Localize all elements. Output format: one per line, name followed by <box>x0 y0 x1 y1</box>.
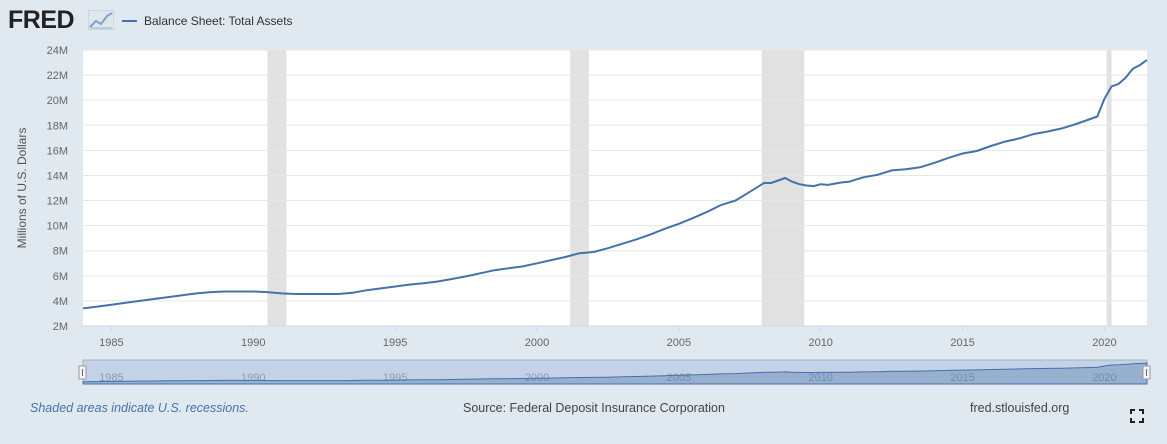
recession-band <box>570 50 589 326</box>
x-tick-label: 1990 <box>241 337 265 349</box>
x-tick-label: 2005 <box>667 337 691 349</box>
fred-logo[interactable]: FRED <box>8 6 116 34</box>
fred-chart-logo-icon <box>88 10 114 30</box>
y-axis-ticks: 2M 4M 6M 8M 10M 12M 14M 16M 18M 20M 22M 24M <box>47 45 68 333</box>
gridlines <box>83 49 1147 327</box>
y-tick-label: 22M <box>47 70 68 82</box>
recession-bands <box>267 50 1112 326</box>
chart-legend: Balance Sheet: Total Assets <box>122 12 293 30</box>
y-tick-label: 10M <box>47 221 68 233</box>
y-tick-label: 14M <box>47 170 68 182</box>
legend-label: Balance Sheet: Total Assets <box>144 14 293 28</box>
navigator-label: 1995 <box>383 372 407 384</box>
x-tick-label: 1995 <box>383 337 407 349</box>
x-tick-label: 2020 <box>1092 337 1116 349</box>
navigator-left-handle[interactable] <box>78 365 87 380</box>
logo-text: FRED <box>8 6 75 34</box>
navigator-label: 2010 <box>808 372 832 384</box>
x-tick-label: 2010 <box>808 337 832 349</box>
y-tick-label: 24M <box>47 45 68 57</box>
range-navigator[interactable]: 1985 1990 1995 2000 2005 2010 2015 2020 <box>78 359 1151 385</box>
y-tick-label: 18M <box>47 120 68 132</box>
y-tick-label: 12M <box>47 196 68 208</box>
y-tick-label: 16M <box>47 145 68 157</box>
y-tick-label: 6M <box>53 271 68 283</box>
navigator-label: 1990 <box>241 372 265 384</box>
fullscreen-icon[interactable] <box>1130 409 1144 423</box>
site-link[interactable]: fred.stlouisfed.org <box>970 401 1070 415</box>
y-tick-label: 8M <box>53 246 68 258</box>
x-tick-label: 1985 <box>99 337 123 349</box>
recession-band <box>1106 50 1112 326</box>
navigator-label: 2015 <box>950 372 974 384</box>
series-layer <box>82 59 1148 310</box>
recession-band <box>267 50 287 326</box>
recession-note: Shaded areas indicate U.S. recessions. <box>30 401 249 415</box>
y-tick-label: 20M <box>47 95 68 107</box>
series-line <box>82 59 1148 310</box>
navigator-label: 2020 <box>1092 372 1116 384</box>
recession-band <box>761 50 805 326</box>
y-axis-label: Millions of U.S. Dollars <box>15 128 29 249</box>
y-tick-label: 2M <box>53 321 68 333</box>
plot-background <box>83 50 1147 326</box>
legend-swatch <box>122 20 137 22</box>
x-tick-label: 2015 <box>950 337 974 349</box>
x-tick-label: 2000 <box>525 337 549 349</box>
navigator-area <box>82 362 1148 385</box>
navigator-right-handle[interactable] <box>1142 365 1151 380</box>
source-text: Source: Federal Deposit Insurance Corpor… <box>463 401 725 415</box>
y-tick-label: 4M <box>53 296 68 308</box>
x-axis-ticks: 1985 1990 1995 2000 2005 2010 2015 2020 <box>83 325 1147 349</box>
